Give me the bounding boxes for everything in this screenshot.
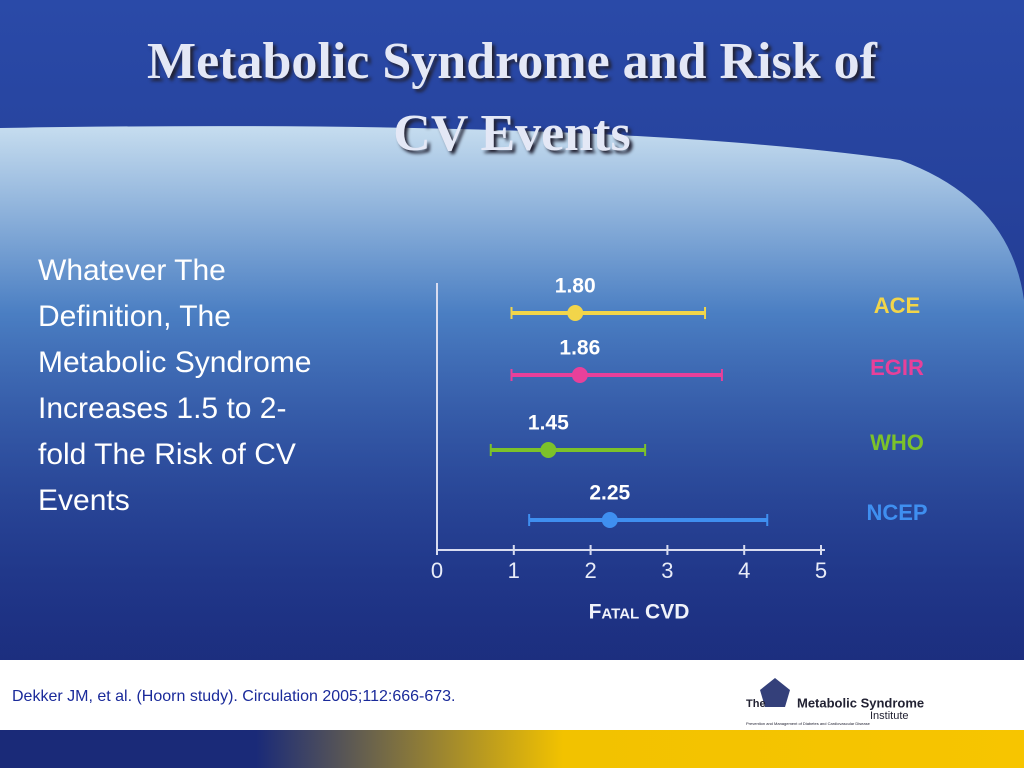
x-tick-label: 3 xyxy=(661,558,673,583)
value-label: 1.86 xyxy=(559,337,600,360)
point-estimate xyxy=(601,512,618,528)
x-axis-label: Fatal CVD xyxy=(589,601,690,624)
text-line: Whatever The xyxy=(38,254,226,287)
x-tick-label: 4 xyxy=(738,558,750,583)
point-estimate xyxy=(567,305,584,321)
logo-name: Metabolic Syndrome xyxy=(797,695,924,710)
category-label: ACE xyxy=(874,293,920,318)
x-tick-label: 1 xyxy=(508,558,520,583)
slide-title: Metabolic Syndrome and Risk of CV Events xyxy=(0,26,1024,170)
logo-tagline: Prevention and Management of Diabetes an… xyxy=(746,721,871,726)
logo-the: The xyxy=(746,698,766,710)
text-line: Metabolic Syndrome and Risk of xyxy=(147,33,877,90)
text-line: fold The Risk of CV xyxy=(38,438,296,471)
body-text: Whatever The Definition, The Metabolic Syn… xyxy=(38,248,311,524)
citation: Dekker JM, et al. (Hoorn study). Circula… xyxy=(12,688,456,705)
value-label: 1.80 xyxy=(555,275,596,298)
x-tick-label: 2 xyxy=(584,558,596,583)
forest-plot: 0 1 2 3 4 5 Fatal CVD 1.80 ACE 1.86 EGIR 1.45 WHO 2.2… xyxy=(431,275,928,624)
x-tick-label: 0 xyxy=(431,558,443,583)
logo: The Metabolic Syndrome Institute Prevent… xyxy=(746,695,924,726)
point-estimate xyxy=(571,367,588,383)
text-line: CV Events xyxy=(393,105,631,162)
logo-institute: Institute xyxy=(870,710,909,722)
text-line: Events xyxy=(38,484,130,517)
value-label: 2.25 xyxy=(589,482,630,505)
point-estimate xyxy=(540,442,557,458)
category-label: EGIR xyxy=(870,355,924,380)
text-line: Definition, The xyxy=(38,300,231,333)
text-line: Metabolic Syndrome xyxy=(38,346,312,379)
text-line: Increases 1.5 to 2- xyxy=(38,392,287,425)
x-tick-label: 5 xyxy=(815,558,827,583)
category-label: WHO xyxy=(870,430,924,455)
value-label: 1.45 xyxy=(528,412,569,435)
category-label: NCEP xyxy=(866,500,927,525)
